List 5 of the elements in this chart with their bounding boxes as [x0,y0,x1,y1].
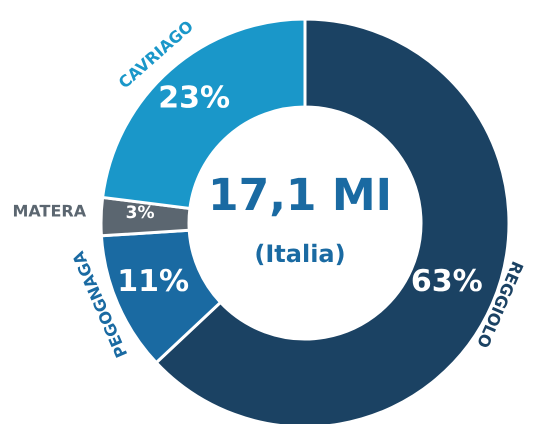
text: (Italia) [254,240,346,268]
data-label: 3% [126,202,155,223]
text: 17,1 MI [208,170,392,221]
data-label: 23% [158,80,230,116]
slice-label: MATERA [12,202,87,221]
